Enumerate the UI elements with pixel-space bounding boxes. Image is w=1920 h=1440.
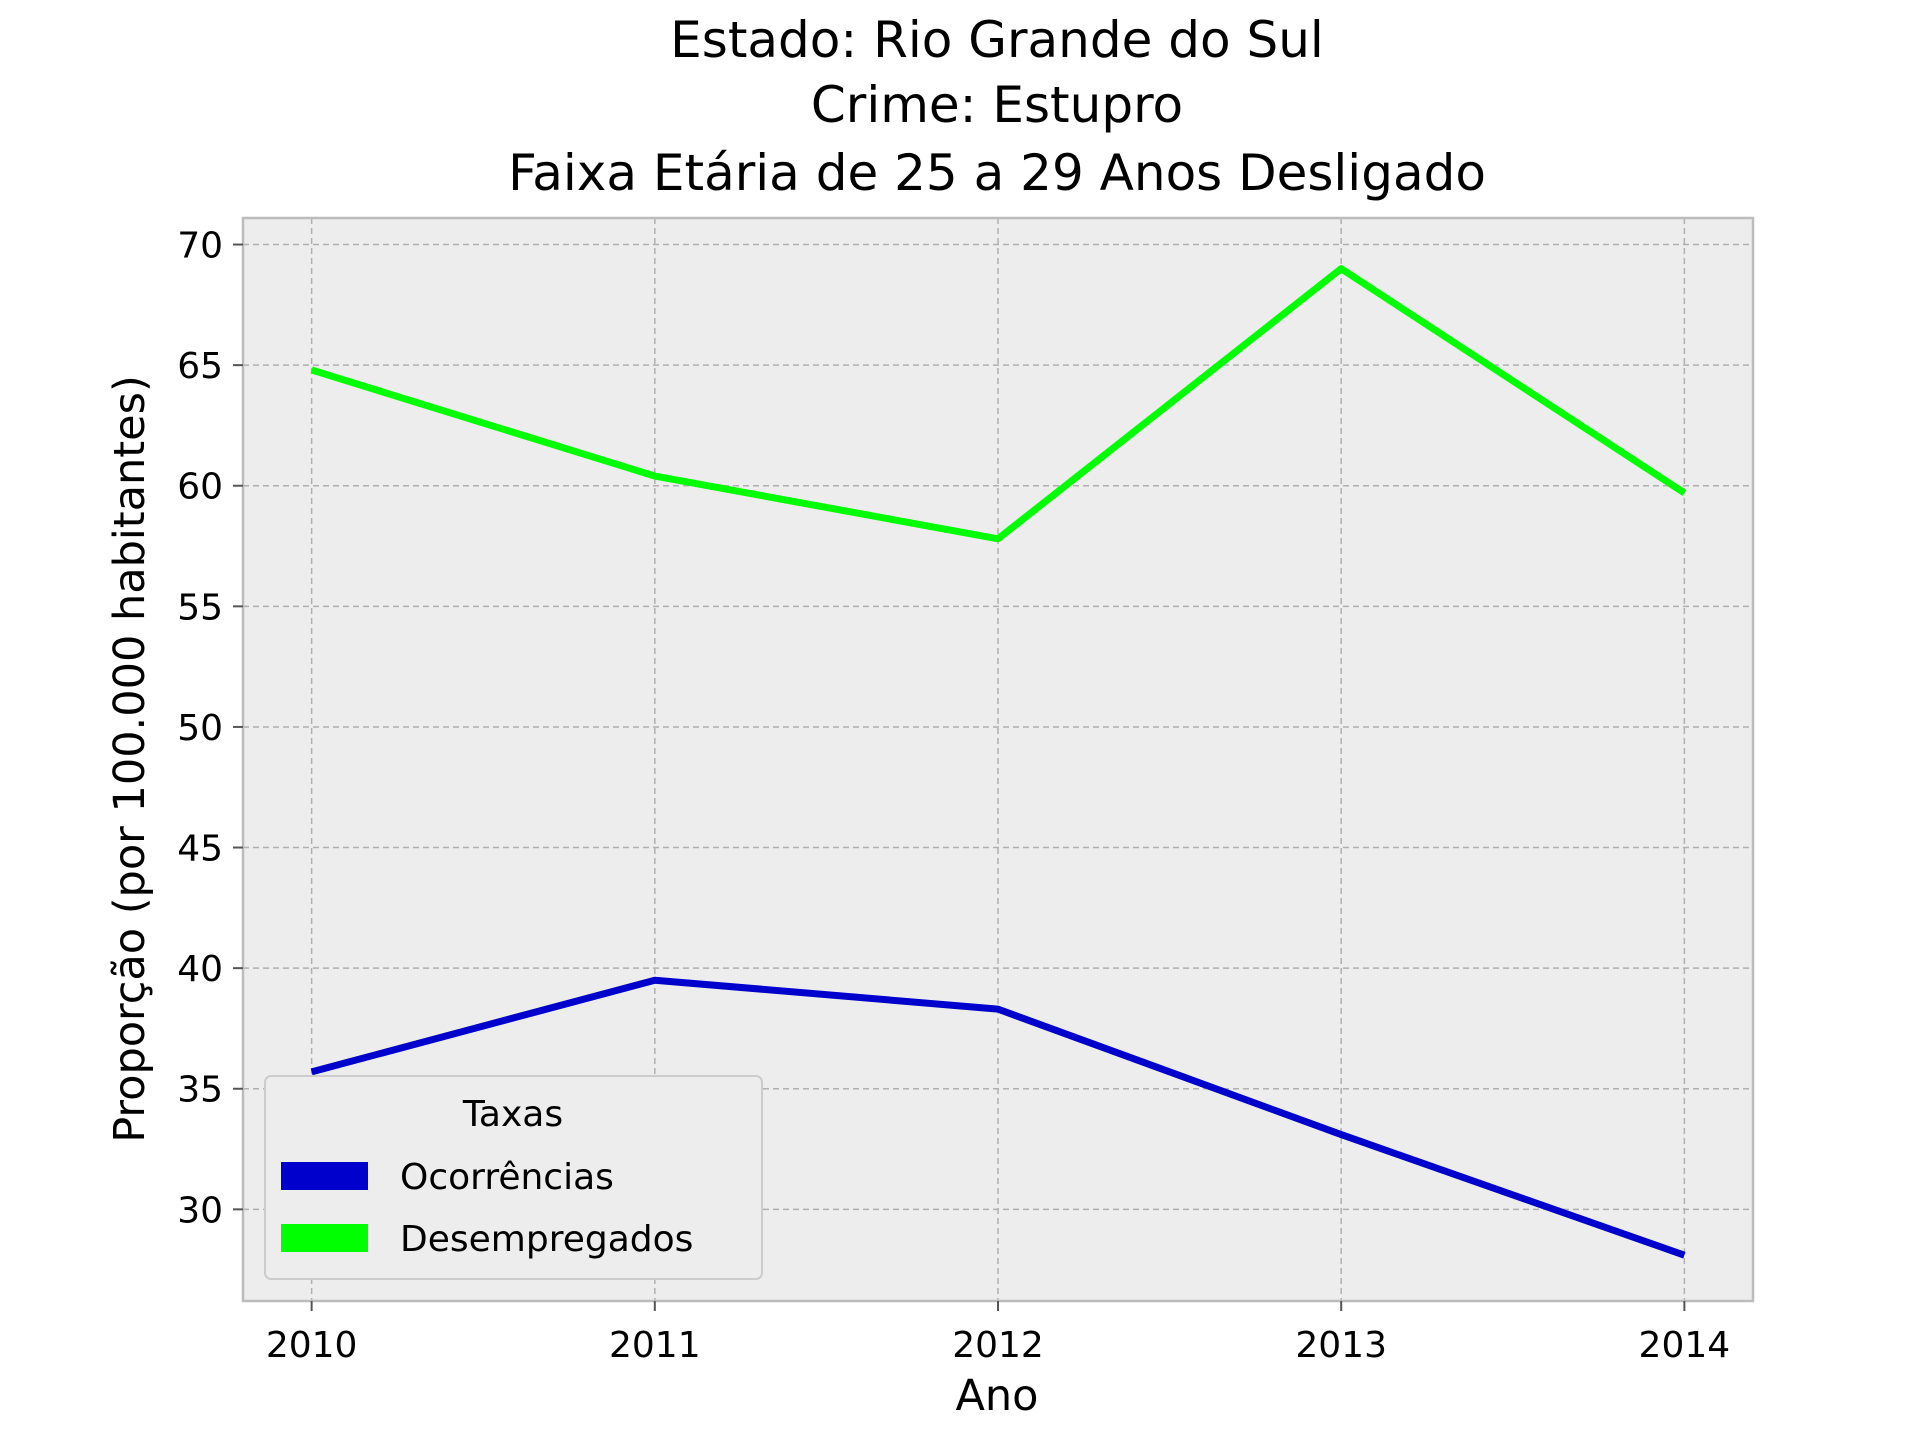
y-tick-label-3: 45 [177,829,223,870]
y-tick-label-2: 40 [177,949,223,990]
legend-label-ocorrencias: Ocorrências [400,1157,614,1198]
legend-label-desempregados: Desempregados [400,1219,693,1260]
series-lines [310,265,1687,1259]
y-tick-label-6: 60 [177,467,223,508]
x-tick-label-3: 2013 [1295,1325,1387,1366]
grid-lines [243,218,1753,1301]
x-axis-ticks: 2010 2011 2012 2013 2014 [266,1301,1730,1366]
legend-box [264,1075,763,1280]
legend: Taxas Ocorrências Desempregados [264,1075,763,1280]
y-tick-label-1: 35 [177,1070,223,1111]
x-tick-label-2: 2012 [952,1325,1044,1366]
legend-title: Taxas [462,1094,563,1135]
y-tick-label-8: 70 [177,226,223,267]
x-tick-label-4: 2014 [1639,1325,1731,1366]
y-tick-label-5: 55 [177,587,223,628]
series-line-0 [310,976,1686,1259]
y-axis-ticks: 30 35 40 45 50 55 60 65 70 [177,226,243,1231]
x-tick-label-1: 2011 [609,1325,701,1366]
y-tick-label-7: 65 [177,346,223,387]
x-tick-label-0: 2010 [266,1325,358,1366]
y-axis-label: Proporção (por 100.000 habitantes) [105,375,155,1143]
title-line-3: Faixa Etária de 25 a 29 Anos Desligado [508,144,1486,202]
x-axis-label: Ano [956,1371,1039,1421]
y-tick-label-0: 30 [177,1190,223,1231]
legend-swatch-desempregados [281,1224,368,1252]
y-tick-label-4: 50 [177,708,223,749]
series-line-1 [310,265,1687,543]
title-line-1: Estado: Rio Grande do Sul [670,11,1324,69]
title-line-2: Crime: Estupro [811,76,1183,134]
chart-title: Estado: Rio Grande do Sul Crime: Estupro… [508,11,1486,202]
legend-swatch-ocorrencias [281,1162,368,1190]
